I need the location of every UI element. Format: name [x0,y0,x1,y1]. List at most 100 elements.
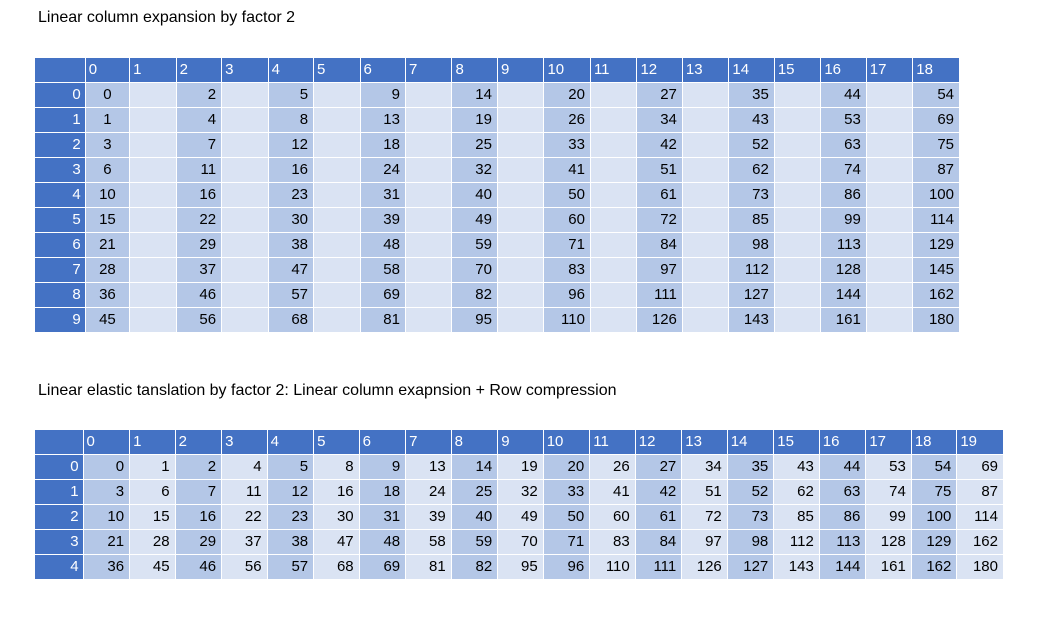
table-cell: 18 [358,479,407,505]
table-cell: 53 [820,107,867,133]
table-cell: 52 [728,132,775,158]
table-cell: 96 [543,282,591,308]
table-cell: 73 [728,182,775,208]
table-cell: 26 [543,107,591,133]
table-cell: 21 [82,529,131,555]
table-cell [313,207,361,233]
table-cell: 54 [910,454,958,480]
column-header: 16 [820,57,867,83]
table-cell: 0 [84,82,131,108]
table-cell: 49 [497,504,544,530]
table-row: 9 45 56 68 81 95 110 126 143 161 180 [34,307,960,333]
table-cell [129,307,177,333]
table-cell: 44 [820,82,867,108]
table-cell [221,207,269,233]
table-cell: 32 [451,157,498,183]
table-cell: 15 [129,504,176,530]
table-cell: 63 [818,479,867,505]
table-cell [681,232,730,258]
table-cell: 45 [129,554,176,580]
table-cell: 10 [84,182,131,208]
table2-title: Linear elastic tanslation by factor 2: L… [38,382,617,399]
table-cell [865,107,914,133]
table-cell: 29 [175,232,223,258]
table-cell [404,182,453,208]
table-cell [404,132,453,158]
table-cell: 39 [405,504,452,530]
table-cell: 86 [820,182,867,208]
table-cell: 47 [267,257,315,283]
column-header: 0 [84,57,131,83]
table-cell [865,232,914,258]
table-cell: 19 [451,107,498,133]
table-cell: 126 [636,307,683,333]
table-cell: 21 [84,232,131,258]
table-cell: 37 [175,257,223,283]
table-cell: 161 [865,554,912,580]
table-cell: 83 [589,529,636,555]
table-cell: 10 [82,504,131,530]
table-cell: 41 [589,479,636,505]
table-cell: 112 [728,257,775,283]
table-cell: 25 [450,479,499,505]
table-cell [865,132,914,158]
table-cell: 95 [451,307,498,333]
table-cell: 75 [910,479,958,505]
table-cell [773,132,822,158]
table-cell [865,307,914,333]
table-cell [496,282,545,308]
table-cell: 5 [267,82,315,108]
table-cell: 45 [84,307,131,333]
table-cell: 9 [358,454,407,480]
table-cell: 1 [84,107,131,133]
table-cell: 99 [865,504,912,530]
column-header: 17 [865,429,912,455]
table-cell: 180 [956,554,1004,580]
table-cell: 36 [82,554,131,580]
table-cell: 145 [912,257,960,283]
table-cell [496,307,545,333]
table-cell: 6 [84,157,131,183]
table-cell: 4 [175,107,223,133]
table-cell: 72 [681,504,728,530]
table-cell: 60 [589,504,636,530]
table-cell: 31 [359,182,406,208]
column-header: 9 [496,57,545,83]
table-cell [681,182,730,208]
table-cell [496,182,545,208]
table-cell: 70 [497,529,544,555]
table-cell: 127 [726,554,775,580]
table-cell [589,182,638,208]
column-header: 10 [543,57,591,83]
table-row: 4 10 16 23 31 40 50 61 73 86 100 [34,182,960,208]
table-cell: 69 [358,554,407,580]
table-cell: 52 [726,479,775,505]
table-cell [129,132,177,158]
table-cell: 48 [359,232,406,258]
table-cell: 7 [174,479,223,505]
table-cell [589,282,638,308]
row-header: 0 [34,82,86,108]
table-cell: 180 [912,307,960,333]
row-header: 9 [34,307,86,333]
table-cell: 38 [267,232,315,258]
table-cell: 82 [451,282,498,308]
column-header: 18 [910,429,958,455]
table-cell [681,257,730,283]
table-cell: 83 [543,257,591,283]
expansion-table: 0 1 2 3 4 5 6 7 8 9 10 11 12 13 14 15 16 17 18 0 0 2 5 9 14 20 27… [34,57,960,333]
table-cell: 85 [773,504,820,530]
table-cell [773,157,822,183]
table-cell: 16 [174,504,223,530]
column-header: 6 [358,429,407,455]
table-cell [589,307,638,333]
table-cell: 129 [912,232,960,258]
table-cell [221,107,269,133]
table-cell [496,207,545,233]
table-cell [221,307,269,333]
table-cell [129,207,177,233]
table-cell: 59 [451,232,498,258]
table-cell [221,232,269,258]
row-header: 4 [34,554,84,580]
column-header: 11 [589,429,636,455]
